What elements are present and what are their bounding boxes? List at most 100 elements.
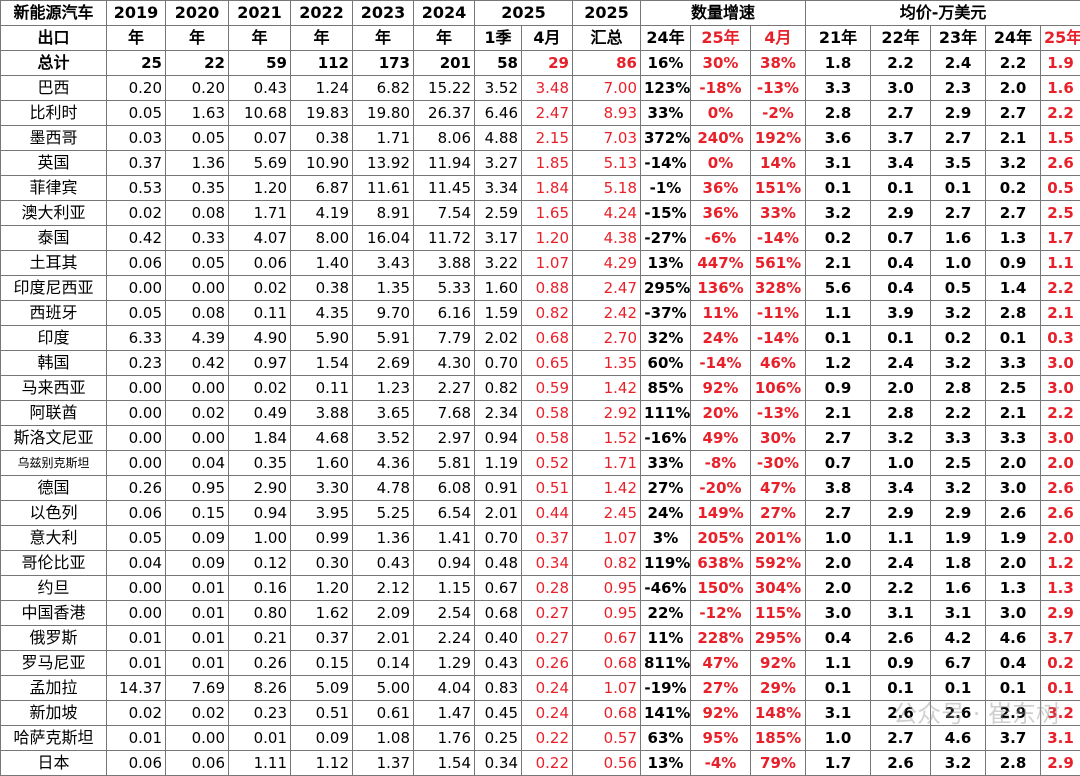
cell: 4月 — [751, 26, 806, 51]
cell: 328% — [751, 276, 806, 301]
cell: 2.8 — [871, 401, 931, 426]
cell: 5.25 — [353, 501, 414, 526]
cell: 2.0 — [1041, 451, 1080, 476]
cell: 3.52 — [475, 76, 522, 101]
cell: 3.43 — [353, 251, 414, 276]
cell: 1.7 — [1041, 226, 1080, 251]
cell: -11% — [751, 301, 806, 326]
cell: 3.0 — [1041, 426, 1080, 451]
cell: 0.52 — [522, 451, 573, 476]
cell: 3.7 — [1041, 626, 1080, 651]
cell: 0.38 — [291, 126, 353, 151]
cell: 13.92 — [353, 151, 414, 176]
cell: 0.07 — [229, 126, 291, 151]
cell: 36% — [691, 176, 751, 201]
cell: -27% — [641, 226, 691, 251]
cell: 1.36 — [166, 151, 229, 176]
cell: 2.7 — [871, 726, 931, 751]
cell: 0.37 — [291, 626, 353, 651]
cell: 2.0 — [986, 451, 1041, 476]
cell: 1.07 — [522, 251, 573, 276]
cell: 0.1 — [986, 326, 1041, 351]
cell: 1.19 — [475, 451, 522, 476]
cell: 7.68 — [414, 401, 475, 426]
cell: 2.47 — [522, 101, 573, 126]
cell: 3.17 — [475, 226, 522, 251]
cell: 1.84 — [522, 176, 573, 201]
cell: 0% — [691, 101, 751, 126]
cell: 0.70 — [475, 351, 522, 376]
cell: 38% — [751, 51, 806, 76]
cell: 10.68 — [229, 101, 291, 126]
cell: 11.94 — [414, 151, 475, 176]
cell: 561% — [751, 251, 806, 276]
cell: 2.9 — [931, 101, 986, 126]
cell: 3.2 — [931, 476, 986, 501]
cell: 3.1 — [806, 151, 871, 176]
cell: 123% — [641, 76, 691, 101]
cell: -14% — [641, 151, 691, 176]
cell: 1.40 — [291, 251, 353, 276]
cell: 0.68 — [522, 326, 573, 351]
cell: 1.6 — [1041, 76, 1080, 101]
cell: 0.05 — [107, 301, 166, 326]
cell: 0.21 — [229, 626, 291, 651]
cell: 3% — [641, 526, 691, 551]
cell: 汇总 — [573, 26, 641, 51]
cell: 1.3 — [1041, 576, 1080, 601]
cell: 出口 — [1, 26, 107, 51]
cell: 22 — [166, 51, 229, 76]
cell: 79% — [751, 751, 806, 776]
cell: 0.1 — [986, 676, 1041, 701]
cell: 0.4 — [871, 251, 931, 276]
cell: 年 — [291, 26, 353, 51]
cell: 10.90 — [291, 151, 353, 176]
cell: 1.20 — [291, 576, 353, 601]
cell: 4.35 — [291, 301, 353, 326]
cell: 33% — [751, 201, 806, 226]
cell: 0.43 — [475, 651, 522, 676]
cell: 4.6 — [986, 626, 1041, 651]
cell: 2.5 — [1041, 201, 1080, 226]
cell: 2.24 — [414, 626, 475, 651]
cell: 151% — [751, 176, 806, 201]
cell: 0.40 — [475, 626, 522, 651]
cell: 86 — [573, 51, 641, 76]
cell: -15% — [641, 201, 691, 226]
cell: 33% — [641, 451, 691, 476]
cell: 4.39 — [166, 326, 229, 351]
cell: 1.15 — [414, 576, 475, 601]
cell: -14% — [751, 226, 806, 251]
cell: 1.1 — [806, 651, 871, 676]
cell: 0.95 — [573, 601, 641, 626]
cell: 1.2 — [1041, 551, 1080, 576]
cell: -6% — [691, 226, 751, 251]
cell: 1.6 — [931, 226, 986, 251]
cell: 0.06 — [107, 751, 166, 776]
cell: 1.2 — [806, 351, 871, 376]
cell: -14% — [751, 326, 806, 351]
cell: 24% — [641, 501, 691, 526]
cell: 1.62 — [291, 601, 353, 626]
cell: -18% — [691, 76, 751, 101]
cell: 总计 — [1, 51, 107, 76]
cell: 85% — [641, 376, 691, 401]
cell: 295% — [751, 626, 806, 651]
cell: 0.00 — [166, 276, 229, 301]
cell: 0.01 — [107, 726, 166, 751]
cell: 8.00 — [291, 226, 353, 251]
cell: 3.2 — [1041, 701, 1080, 726]
cell: 2.69 — [353, 351, 414, 376]
cell: 4.07 — [229, 226, 291, 251]
cell: 16% — [641, 51, 691, 76]
cell: -14% — [691, 351, 751, 376]
cell: 2.0 — [806, 576, 871, 601]
cell: 0.38 — [291, 276, 353, 301]
cell: 25年 — [691, 26, 751, 51]
cell: 0.95 — [573, 576, 641, 601]
cell: 0.1 — [1041, 676, 1080, 701]
cell: 1.9 — [1041, 51, 1080, 76]
cell: 年 — [414, 26, 475, 51]
cell: 372% — [641, 126, 691, 151]
cell: 3.3 — [986, 426, 1041, 451]
